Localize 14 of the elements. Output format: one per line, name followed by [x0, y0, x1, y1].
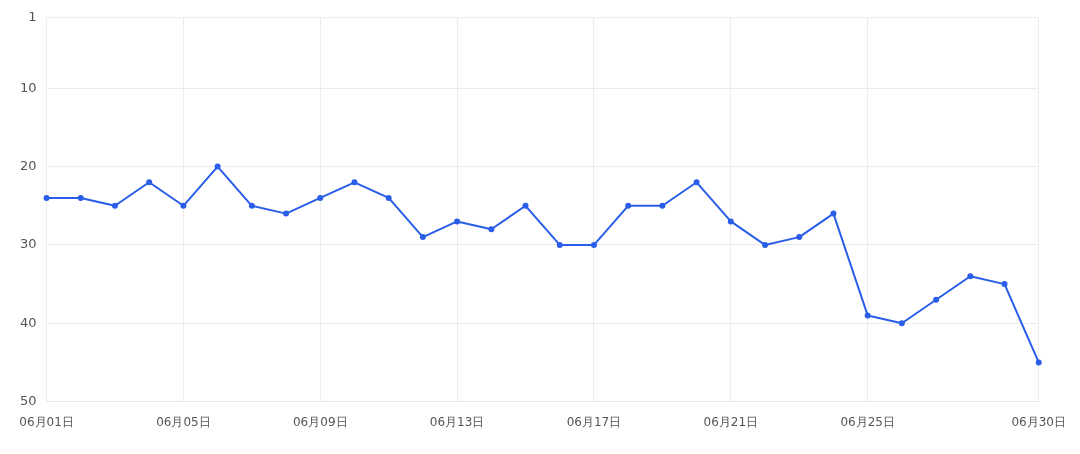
y-tick-label: 40 — [20, 314, 37, 330]
x-tick-label: 06月13日 — [429, 414, 485, 429]
y-tick-label: 1 — [28, 9, 37, 25]
x-tick-label: 06月09日 — [292, 414, 348, 429]
y-tick-label: 10 — [20, 79, 37, 95]
x-tick-label: 06月05日 — [156, 414, 211, 429]
y-tick-label: 20 — [20, 158, 37, 173]
x-tick-label: 06月30日 — [1011, 414, 1066, 429]
x-tick-label: 06月25日 — [840, 414, 895, 429]
x-tick-label: 06月21日 — [703, 414, 759, 429]
y-tick-label: 50 — [20, 392, 37, 408]
x-tick-label: 06月01日 — [19, 414, 74, 429]
y-tick-label: 30 — [20, 236, 37, 252]
x-tick-label: 06月17日 — [566, 414, 622, 429]
